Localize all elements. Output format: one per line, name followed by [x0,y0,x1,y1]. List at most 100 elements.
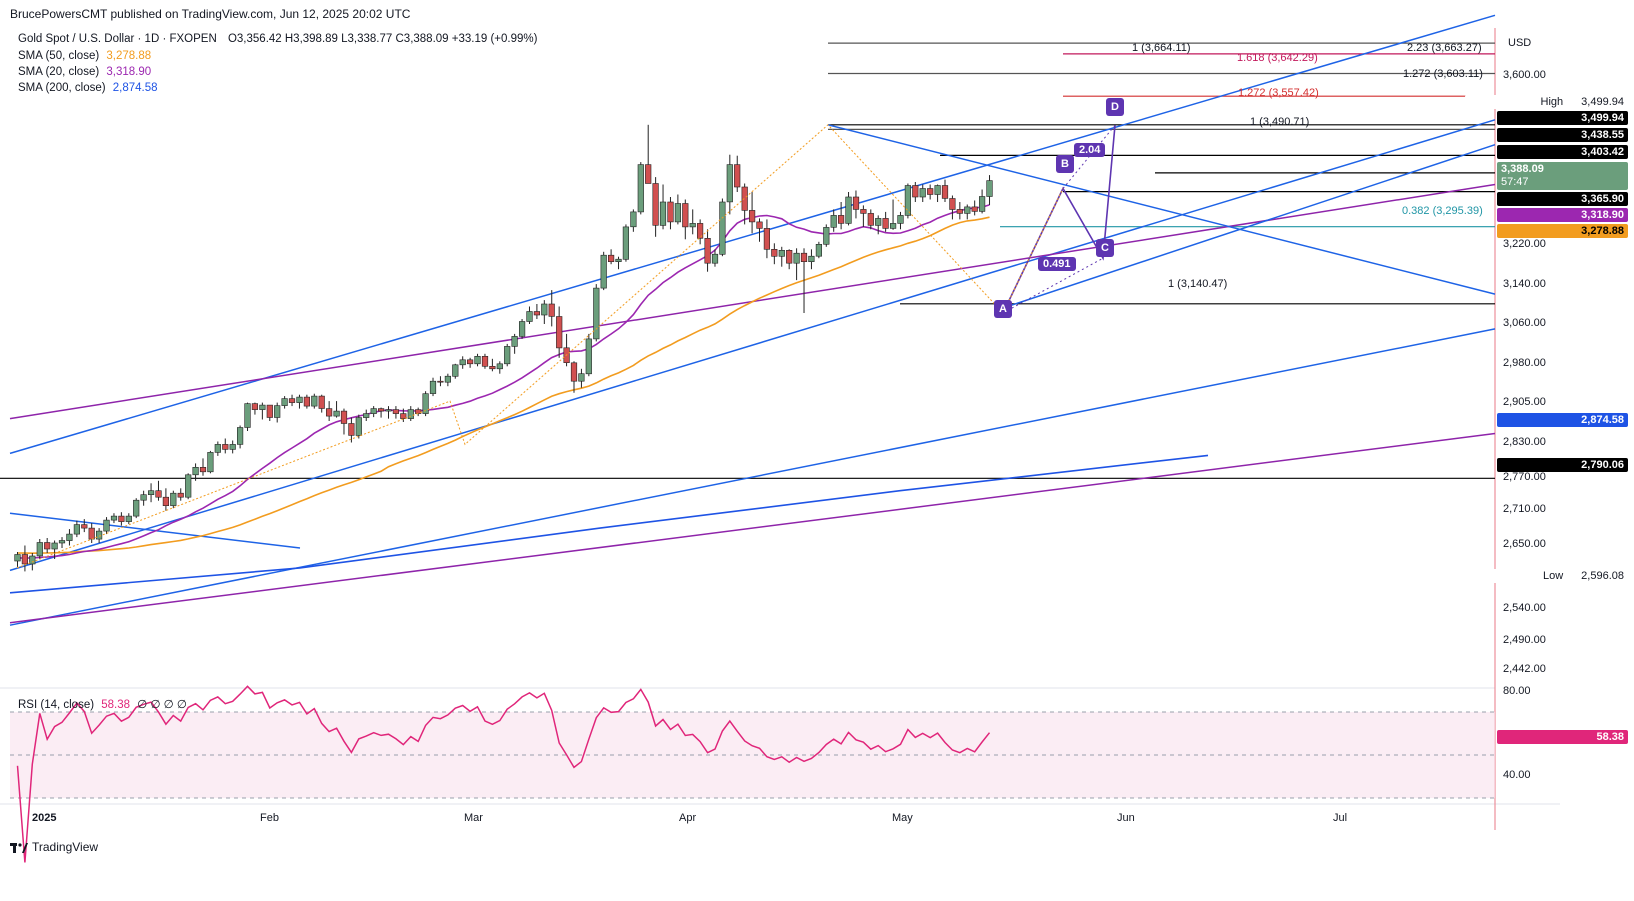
candle-body [185,474,192,498]
candle-body [904,185,911,216]
candle-body [459,359,466,366]
candle-body [44,542,51,550]
sma50-label: SMA (50, close) [18,50,100,62]
candle-body [526,311,533,322]
fib-label-4: 1.272 (3,603.11) [1403,68,1483,80]
candle-body [192,466,199,476]
symbol-legend: Gold Spot / U.S. Dollar · 1D · FXOPEN O3… [18,33,537,45]
candle-body [800,252,808,262]
candle-body [222,444,229,450]
sma200-value: 2,874.58 [112,82,158,94]
candle-body [444,375,452,383]
pattern-ratio-bd: 2.04 [1074,143,1106,157]
time-tick: 2025 [32,812,57,824]
candle-body [734,164,741,188]
sma50-line [17,216,990,555]
symbol-title: Gold Spot / U.S. Dollar · 1D · FXOPEN [18,33,217,45]
rsi-tick-80: 80.00 [1503,685,1531,697]
candle-body [244,403,251,428]
swing-zigzag [16,124,1064,569]
candle-body [311,395,318,407]
candle-body [73,524,80,535]
candle-body [696,223,704,239]
price-tick: 2,710.00 [1503,503,1546,515]
high-value: 3,499.94 [1581,96,1624,108]
tradingview-brand: TradingView [32,840,99,854]
sma20-label: SMA (20, close) [18,66,100,78]
candle-body [652,183,659,226]
price-tick: 2,650.00 [1503,538,1546,550]
candle-body [852,196,860,210]
candle-body [748,210,756,223]
bar-countdown: 57:47 [1501,176,1529,188]
high-tag: High 3,499.94 [1465,95,1628,109]
candle-body [214,444,221,453]
candle-body [177,492,184,498]
tradingview-logo[interactable]: TradingView [10,840,98,854]
candle-body [600,254,607,289]
time-tick: Jul [1333,812,1348,824]
pattern-ratio-ac: 0.491 [1038,257,1076,271]
fib-label-7: 0.382 (3,295.39) [1402,205,1483,217]
candle-body [318,395,325,409]
candle-body [956,209,963,214]
candle-body [585,338,592,375]
sma50-tag: 3,278.88 [1497,224,1628,238]
currency-label[interactable]: USD [1508,37,1532,49]
sma200-label: SMA (200, close) [18,82,106,94]
candle-body [422,393,429,414]
candle-body [66,533,73,541]
price-tick: 2,490.00 [1503,634,1546,646]
sma200-tag: 2,874.58 [1497,413,1628,427]
descending-line [827,124,1496,295]
candle-body [978,196,986,212]
time-tick: May [892,812,913,824]
candle-body [533,311,540,316]
candle-body [355,417,362,436]
last-price-value: 3,388.09 [1501,163,1544,175]
candle-body [333,410,340,417]
candle-body [110,515,118,521]
time-tick: Feb [260,812,279,824]
candle-body [964,206,971,214]
candle-body [125,515,132,522]
pattern-point-d: D [1106,98,1124,116]
candle-body [81,524,88,529]
candle-body [674,203,681,223]
abcd-pattern [16,124,1116,569]
price-tick: 3,220.00 [1503,238,1546,250]
candle-body [133,499,140,517]
fib-label-8: 1 (3,140.47) [1168,278,1228,290]
sma200-legend: SMA (200, close) 2,874.58 [18,82,158,94]
price-tag-3365: 3,365.90 [1497,192,1628,206]
candle-body [867,213,874,226]
candle-body [496,363,503,370]
candle-body [837,215,845,224]
sma200-line [9,454,1209,594]
candle-body [630,211,637,228]
candle-body [452,364,459,377]
lower-channel-line [9,328,1496,626]
candle-body [949,198,956,210]
candle-body [266,404,273,418]
candle-body [771,249,778,257]
candle-body [429,380,437,394]
candle-body [860,209,867,214]
candle-body [763,228,770,250]
candle-body [281,398,288,406]
candle-body [607,254,615,262]
candle-body [474,355,481,365]
sma50-legend: SMA (50, close) 3,278.88 [18,50,151,62]
candle-body [593,287,600,340]
candle-body [103,519,110,532]
candle-body [363,413,370,418]
candle-body [96,530,103,540]
candle-body [882,218,889,229]
candle-body [711,253,719,264]
candle-body [897,215,904,224]
candle-body [682,203,689,228]
price-tick: 2,980.00 [1503,357,1546,369]
candle-body [741,186,748,211]
candle-body [645,164,652,184]
